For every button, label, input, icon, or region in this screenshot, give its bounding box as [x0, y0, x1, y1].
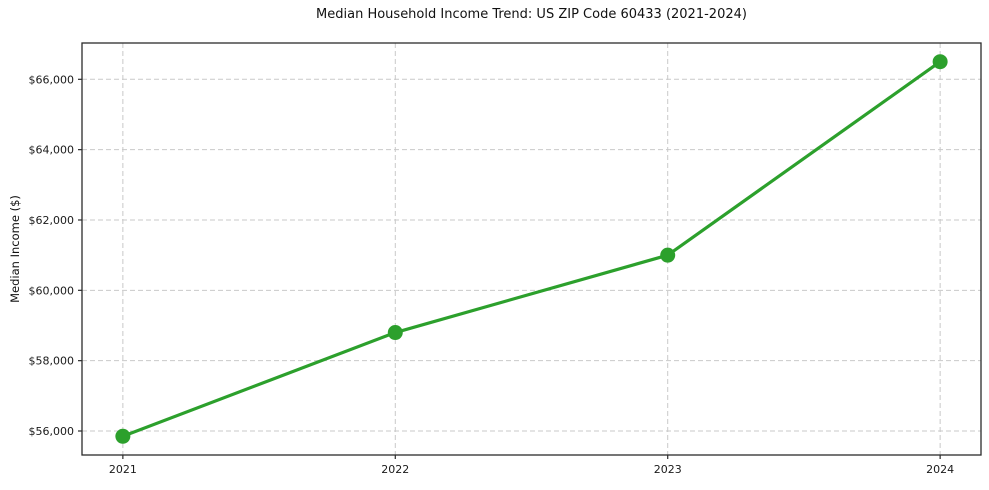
plot-border — [81, 42, 982, 456]
y-tick-label: $62,000 — [29, 214, 75, 227]
data-point — [387, 325, 403, 341]
y-tick-label: $58,000 — [29, 355, 75, 368]
x-tick-label: 2022 — [381, 463, 409, 476]
data-point — [660, 247, 676, 263]
chart-title: Median Household Income Trend: US ZIP Co… — [316, 7, 747, 22]
x-tick-label: 2024 — [926, 463, 954, 476]
y-tick-label: $66,000 — [29, 73, 75, 86]
y-tick-label: $60,000 — [29, 284, 75, 297]
x-tick-label: 2023 — [654, 463, 682, 476]
y-tick-label: $56,000 — [29, 425, 75, 438]
data-point — [115, 428, 131, 444]
trend-line — [121, 60, 942, 438]
data-point — [932, 54, 948, 70]
y-tick-label: $64,000 — [29, 144, 75, 157]
x-tick-label: 2021 — [109, 463, 137, 476]
